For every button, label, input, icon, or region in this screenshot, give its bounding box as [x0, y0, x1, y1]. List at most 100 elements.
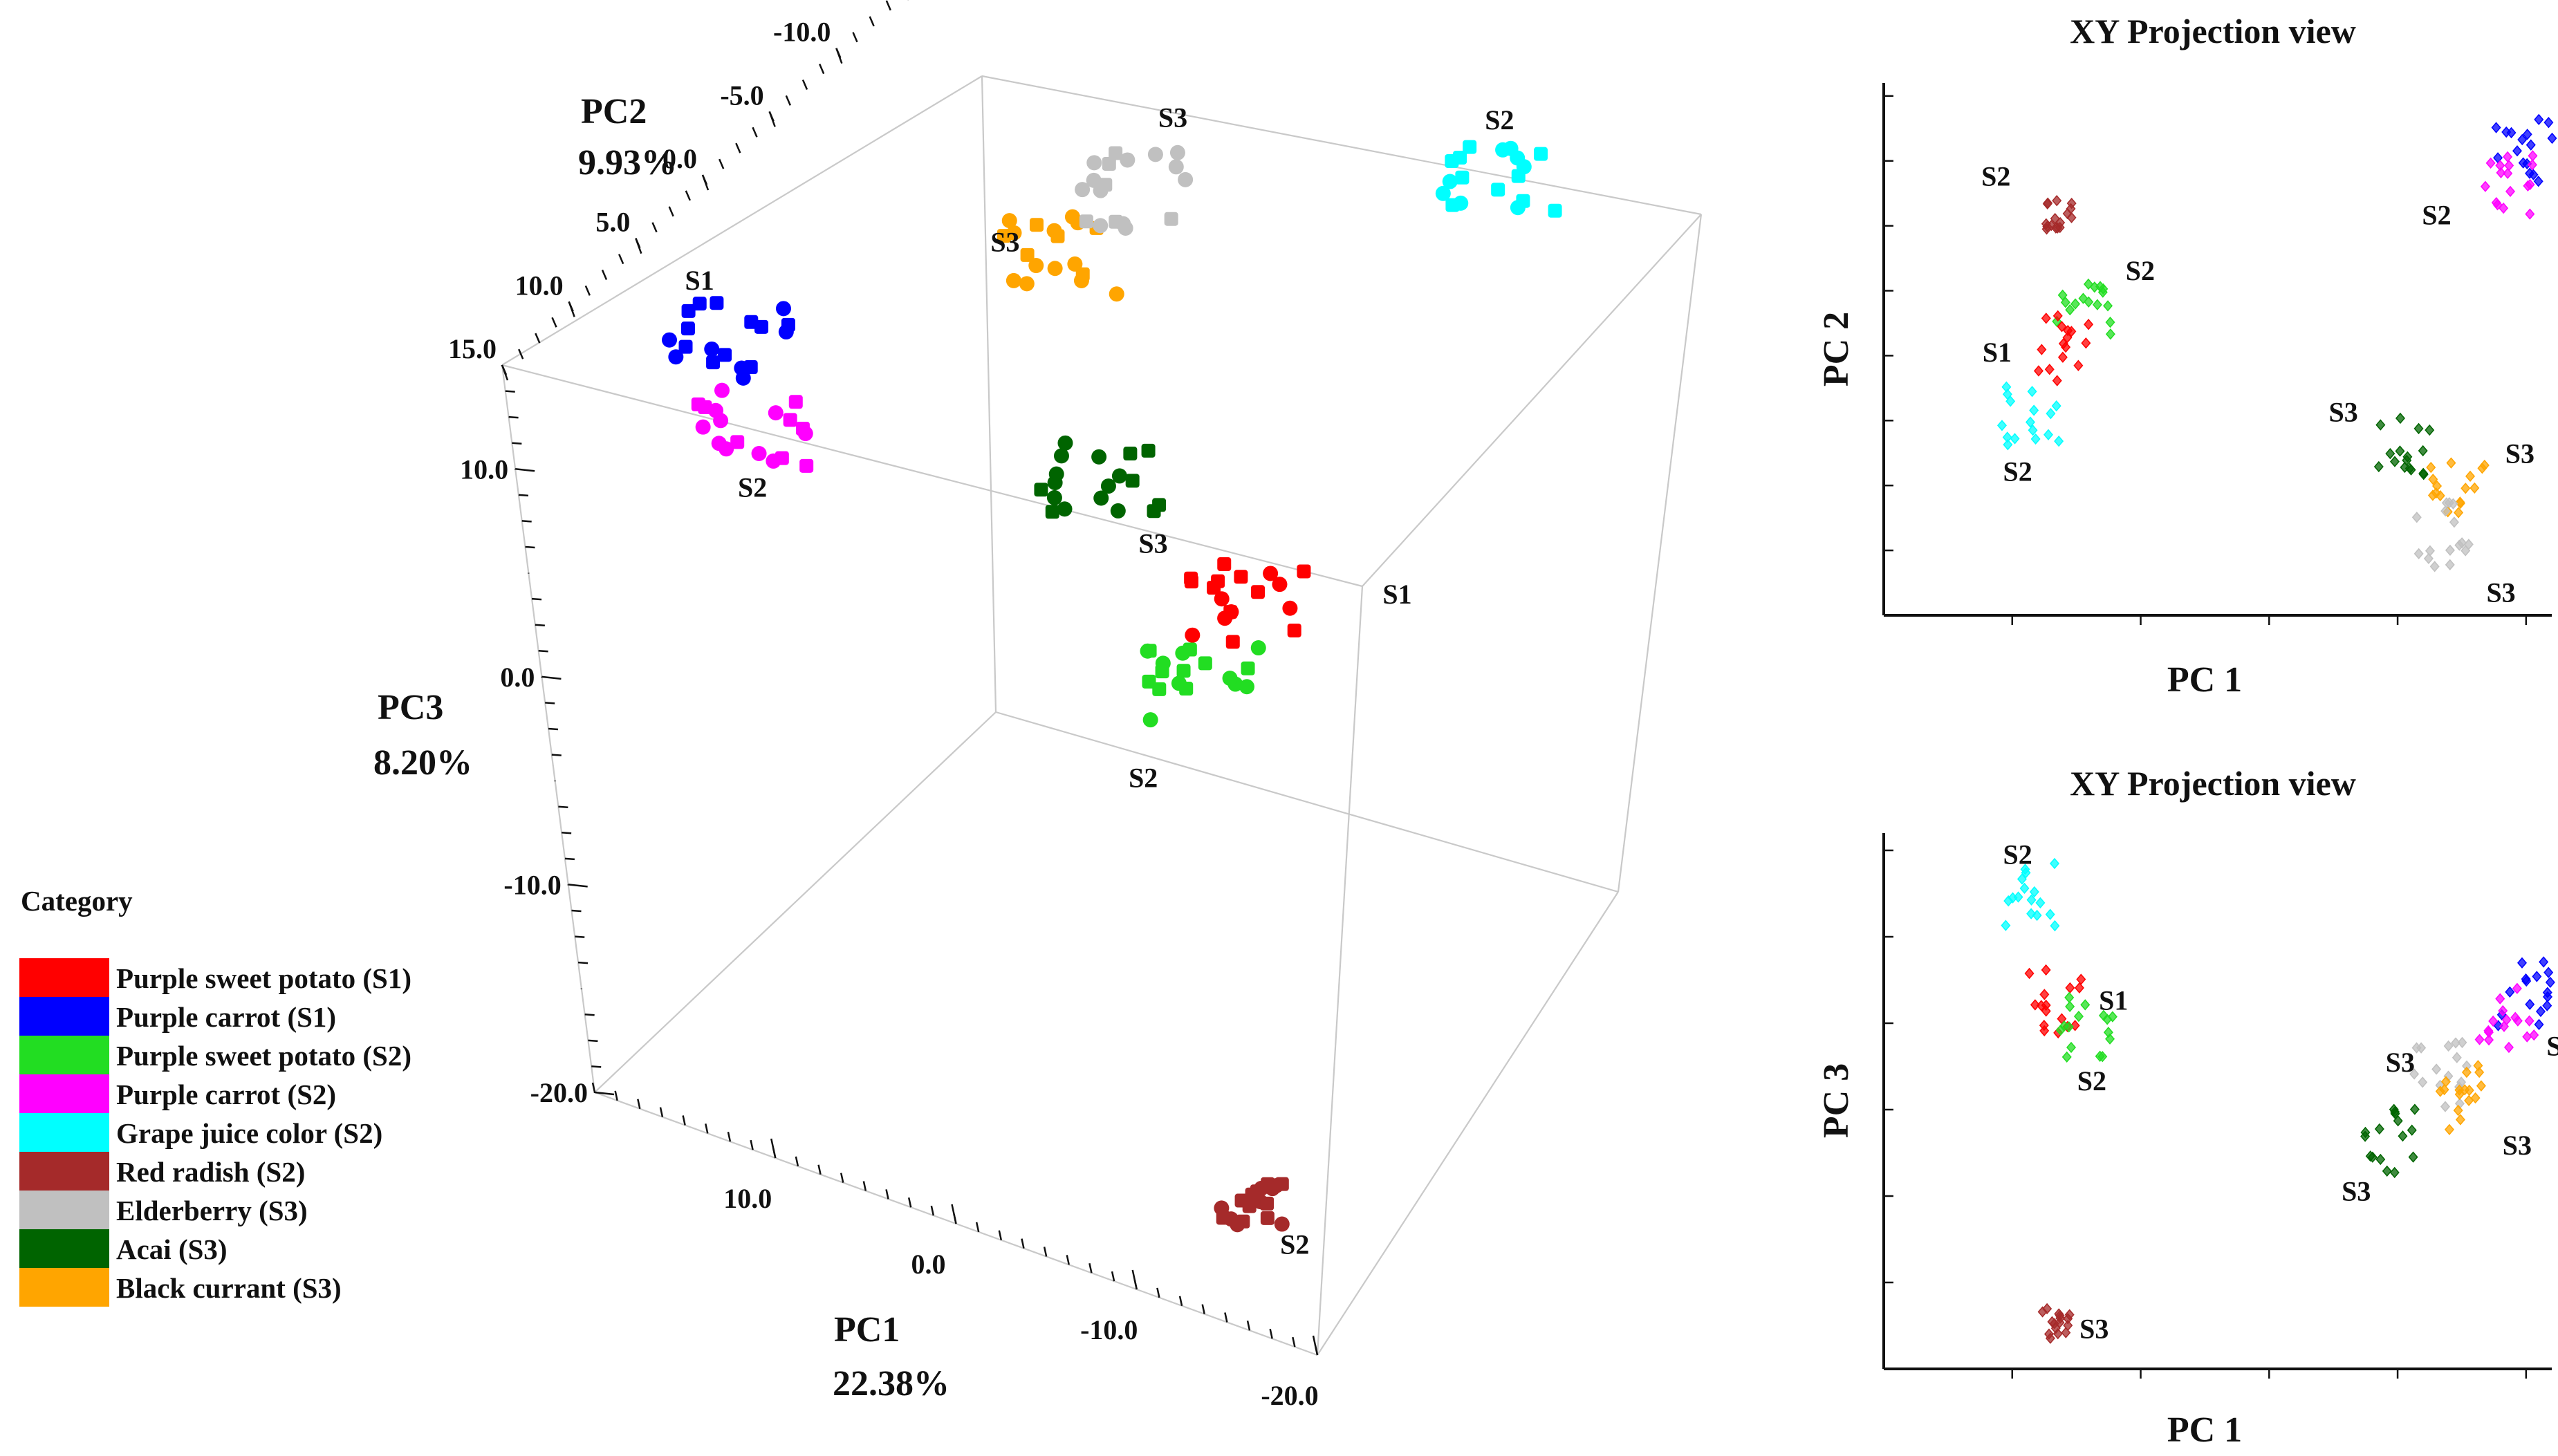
data-point: [2070, 1020, 2080, 1032]
data-point: [754, 319, 769, 334]
data-point: [2428, 474, 2438, 485]
pc3-minor-tick: [588, 1039, 598, 1043]
data-point: [2073, 360, 2084, 371]
pc1-minor-tick: [637, 1099, 641, 1110]
data-point: [1230, 1217, 1245, 1233]
data-point: [2413, 422, 2424, 435]
data-point: [1123, 447, 1138, 461]
data-point: [1109, 286, 1124, 302]
pc1-minor-tick: [1292, 1336, 1296, 1347]
pc1-minor-tick: [659, 1107, 664, 1117]
pc3-minor-tick: [518, 494, 529, 497]
data-point: [1217, 610, 1233, 626]
data-point: [2054, 435, 2064, 447]
data-point: [2449, 516, 2459, 528]
pc1-minor-tick: [840, 1173, 844, 1183]
pc1-minor-tick: [750, 1139, 754, 1150]
data-point: [2026, 416, 2035, 428]
data-point: [730, 435, 745, 449]
data-point: [2039, 989, 2050, 1000]
pc2-tick: 10.0: [515, 270, 575, 317]
data-point: [1067, 256, 1083, 272]
pc1-minor-tick: [727, 1131, 732, 1142]
data-point: [2365, 1150, 2375, 1162]
data-point: [2062, 332, 2073, 344]
data-point: [2029, 404, 2039, 416]
data-point: [2005, 395, 2016, 407]
data-point: [2440, 1101, 2450, 1112]
pc1-tick: -20.0: [1261, 1335, 1319, 1411]
pc1-minor-tick: [1224, 1312, 1228, 1323]
data-point: [2464, 1094, 2474, 1107]
pc2-tick: 15.0: [448, 333, 509, 381]
pc3-minor-tick: [535, 624, 545, 626]
x-axis-label: PC 1: [2167, 1410, 2242, 1450]
data-point: [1234, 570, 1248, 584]
data-point: [1297, 564, 1311, 579]
data-point: [1050, 229, 1065, 243]
data-point: [2070, 298, 2081, 310]
data-point: [1241, 661, 1255, 675]
cluster-label: S2: [1485, 104, 1514, 136]
data-point: [2510, 1011, 2521, 1023]
svg-text:-10.0: -10.0: [1080, 1314, 1138, 1345]
data-point: [2426, 461, 2436, 474]
data-point: [1996, 420, 2007, 431]
legend-item-acai-s3: Acai (S3): [19, 1229, 228, 1268]
data-point: [2503, 151, 2513, 163]
data-point: [1019, 276, 1035, 292]
pc1-minor-tick: [705, 1123, 709, 1134]
data-point: [2032, 909, 2042, 922]
data-point: [997, 229, 1011, 243]
data-point: [2373, 460, 2384, 473]
data-point: [2457, 1036, 2467, 1049]
cluster-label: S1: [2099, 984, 2128, 1016]
cluster-label: S3: [2505, 438, 2534, 469]
cluster-label: S3: [2328, 396, 2357, 427]
pc3-axis-label: PC3: [378, 688, 443, 727]
cluster-label: S2: [2003, 456, 2032, 487]
data-point: [2002, 389, 2012, 400]
svg-text:-20.0: -20.0: [1261, 1380, 1318, 1411]
svg-text:-20.0: -20.0: [530, 1077, 588, 1108]
data-point: [2050, 920, 2060, 932]
data-point: [1073, 272, 1089, 288]
pc1-minor-tick: [1201, 1304, 1205, 1314]
pc1-minor-tick: [862, 1181, 867, 1191]
data-point: [1109, 146, 1123, 160]
legend-item-purple-sweet-potato-s2: Purple sweet potato (S2): [19, 1036, 411, 1074]
cluster-label: S2: [1129, 763, 1158, 794]
data-point: [2547, 132, 2557, 144]
data-point: [2532, 971, 2542, 982]
data-point: [775, 301, 791, 317]
data-point: [783, 413, 797, 427]
data-point: [2097, 286, 2108, 298]
data-point: [1453, 150, 1467, 165]
data-point: [2402, 454, 2412, 467]
data-point: [1100, 478, 1116, 494]
pc2-minor-tick: [801, 80, 808, 90]
data-point: [2045, 908, 2055, 920]
pc2-minor-tick: [719, 158, 725, 169]
pc1-minor-tick: [1088, 1262, 1093, 1273]
pc3-minor-tick: [505, 390, 515, 393]
legend-label: Grape juice color (S2): [116, 1117, 382, 1149]
data-point: [2409, 1103, 2420, 1115]
data-point: [2008, 892, 2018, 904]
pc2-minor-tick: [551, 317, 557, 328]
data-point: [662, 332, 678, 348]
data-point: [695, 419, 711, 435]
legend-swatch: [19, 997, 109, 1036]
axis-titles: PC2 9.93% PC3 8.20% PC1 22.38%: [373, 92, 949, 1403]
data-point: [768, 405, 784, 421]
cube-edges: [501, 75, 1703, 1356]
data-point: [2017, 873, 2027, 885]
data-point: [2039, 1019, 2049, 1032]
data-point: [2465, 470, 2476, 482]
data-point: [2469, 482, 2480, 494]
data-point: [692, 297, 707, 311]
pc2-minor-tick: [785, 95, 791, 106]
data-point: [1168, 159, 1184, 175]
data-point: [2517, 133, 2528, 146]
data-point: [2024, 967, 2035, 980]
